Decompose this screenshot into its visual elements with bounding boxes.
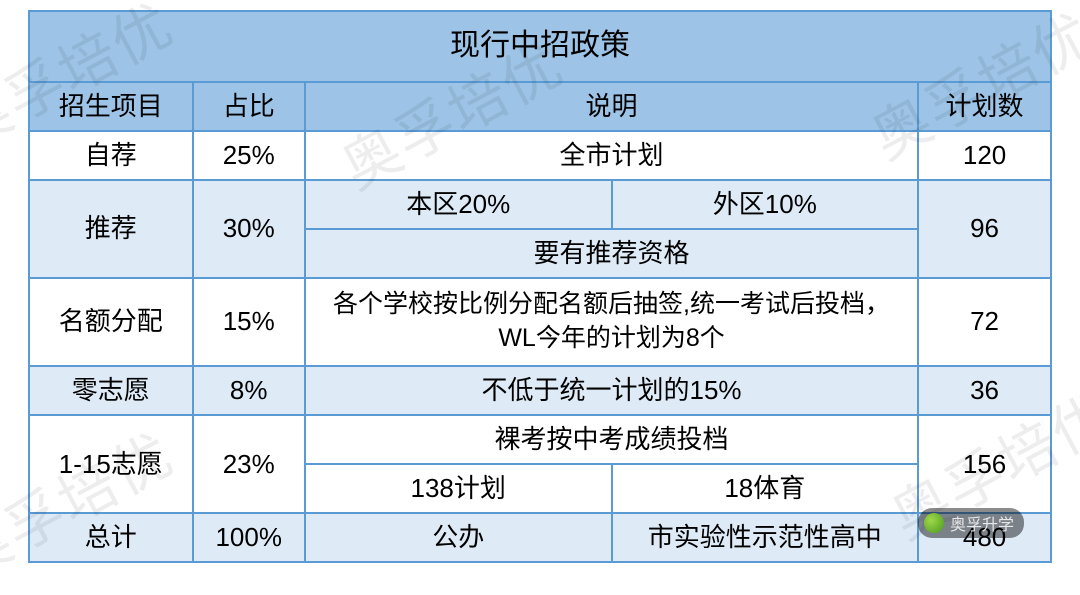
header-project: 招生项目 [29,82,193,131]
cell-project: 自荐 [29,131,193,180]
cell-ratio: 100% [193,513,305,562]
cell-plan: 156 [918,415,1051,513]
cell-ratio: 30% [193,180,305,278]
table-container: 现行中招政策 招生项目 占比 说明 计划数 自荐 25% 全市计划 120 推荐… [0,0,1080,573]
cell-project: 零志愿 [29,366,193,415]
cell-ratio: 25% [193,131,305,180]
cell-desc-top: 裸考按中考成绩投档 [305,415,918,464]
footer-source-chip: 奥孚升学 [918,508,1024,538]
cell-ratio: 23% [193,415,305,513]
cell-project: 名额分配 [29,278,193,366]
header-desc: 说明 [305,82,918,131]
header-ratio: 占比 [193,82,305,131]
policy-table: 现行中招政策 招生项目 占比 说明 计划数 自荐 25% 全市计划 120 推荐… [28,10,1052,563]
cell-desc-a: 138计划 [305,464,612,513]
cell-plan: 36 [918,366,1051,415]
cell-plan: 72 [918,278,1051,366]
cell-desc: 全市计划 [305,131,918,180]
cell-project: 总计 [29,513,193,562]
cell-desc-b: 市实验性示范性高中 [612,513,919,562]
header-plan: 计划数 [918,82,1051,131]
wechat-icon [924,513,944,533]
cell-project: 1-15志愿 [29,415,193,513]
footer-source-label: 奥孚升学 [950,511,1014,535]
cell-desc: 不低于统一计划的15% [305,366,918,415]
cell-plan: 120 [918,131,1051,180]
cell-desc-a: 本区20% [305,180,612,229]
cell-desc-sub: 要有推荐资格 [305,229,918,278]
table-title: 现行中招政策 [29,11,1051,82]
cell-ratio: 8% [193,366,305,415]
cell-desc-a: 公办 [305,513,612,562]
cell-desc-b: 外区10% [612,180,919,229]
cell-desc: 各个学校按比例分配名额后抽签,统一考试后投档，WL今年的计划为8个 [305,278,918,366]
cell-project: 推荐 [29,180,193,278]
cell-ratio: 15% [193,278,305,366]
cell-desc-b: 18体育 [612,464,919,513]
cell-plan: 96 [918,180,1051,278]
